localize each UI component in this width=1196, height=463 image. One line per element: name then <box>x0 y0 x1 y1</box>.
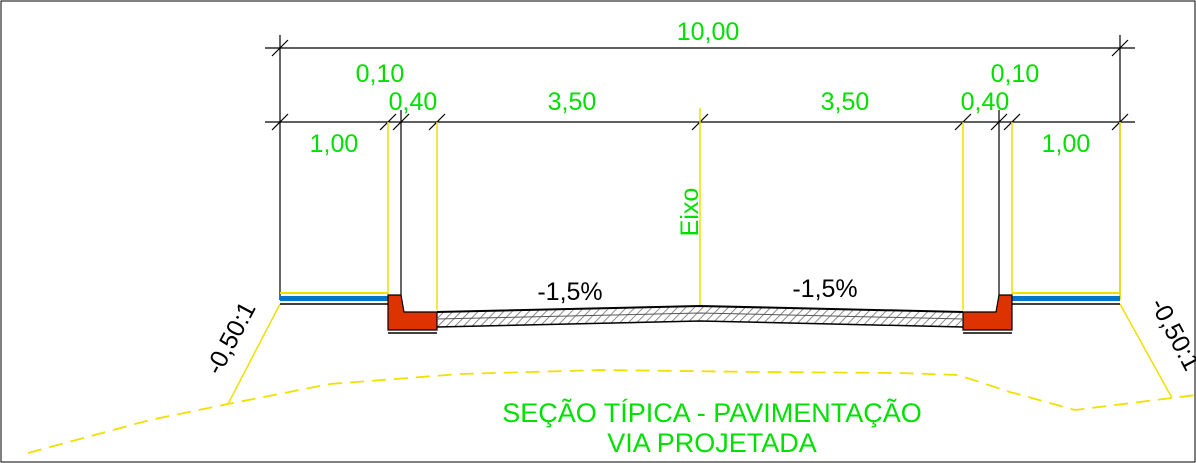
sidewalk-left <box>280 292 388 305</box>
sidewalk-right <box>1012 292 1120 305</box>
dim-curb-right: 0,10 <box>991 60 1040 88</box>
dim-curb-left: 0,10 <box>356 60 405 88</box>
dim-total: 10,00 <box>677 18 740 46</box>
terrain-line <box>27 369 1196 454</box>
guide-lines <box>227 108 1173 405</box>
title-line-2: VIA PROJETADA <box>607 428 817 458</box>
curb-left <box>387 294 438 331</box>
cross-slope-right: -1,5% <box>792 275 857 303</box>
side-slope-left: -0,50:1 <box>200 297 261 379</box>
dim-sidewalk-right: 1,00 <box>1042 130 1091 158</box>
curb-right <box>962 294 1013 331</box>
dim-sidewalk-left: 1,00 <box>310 130 359 158</box>
cross-slope-left: -1,5% <box>537 278 602 306</box>
dim-gutter-right: 0,40 <box>961 88 1010 116</box>
dim-lane-left: 3,50 <box>548 88 597 116</box>
title-line-1: SEÇÃO TÍPICA - PAVIMENTAÇÃO <box>502 397 922 428</box>
axis-label: Eixo <box>676 188 704 237</box>
dim-gutter-left: 0,40 <box>389 88 438 116</box>
dim-lane-right: 3,50 <box>821 88 870 116</box>
pavement <box>436 304 964 328</box>
